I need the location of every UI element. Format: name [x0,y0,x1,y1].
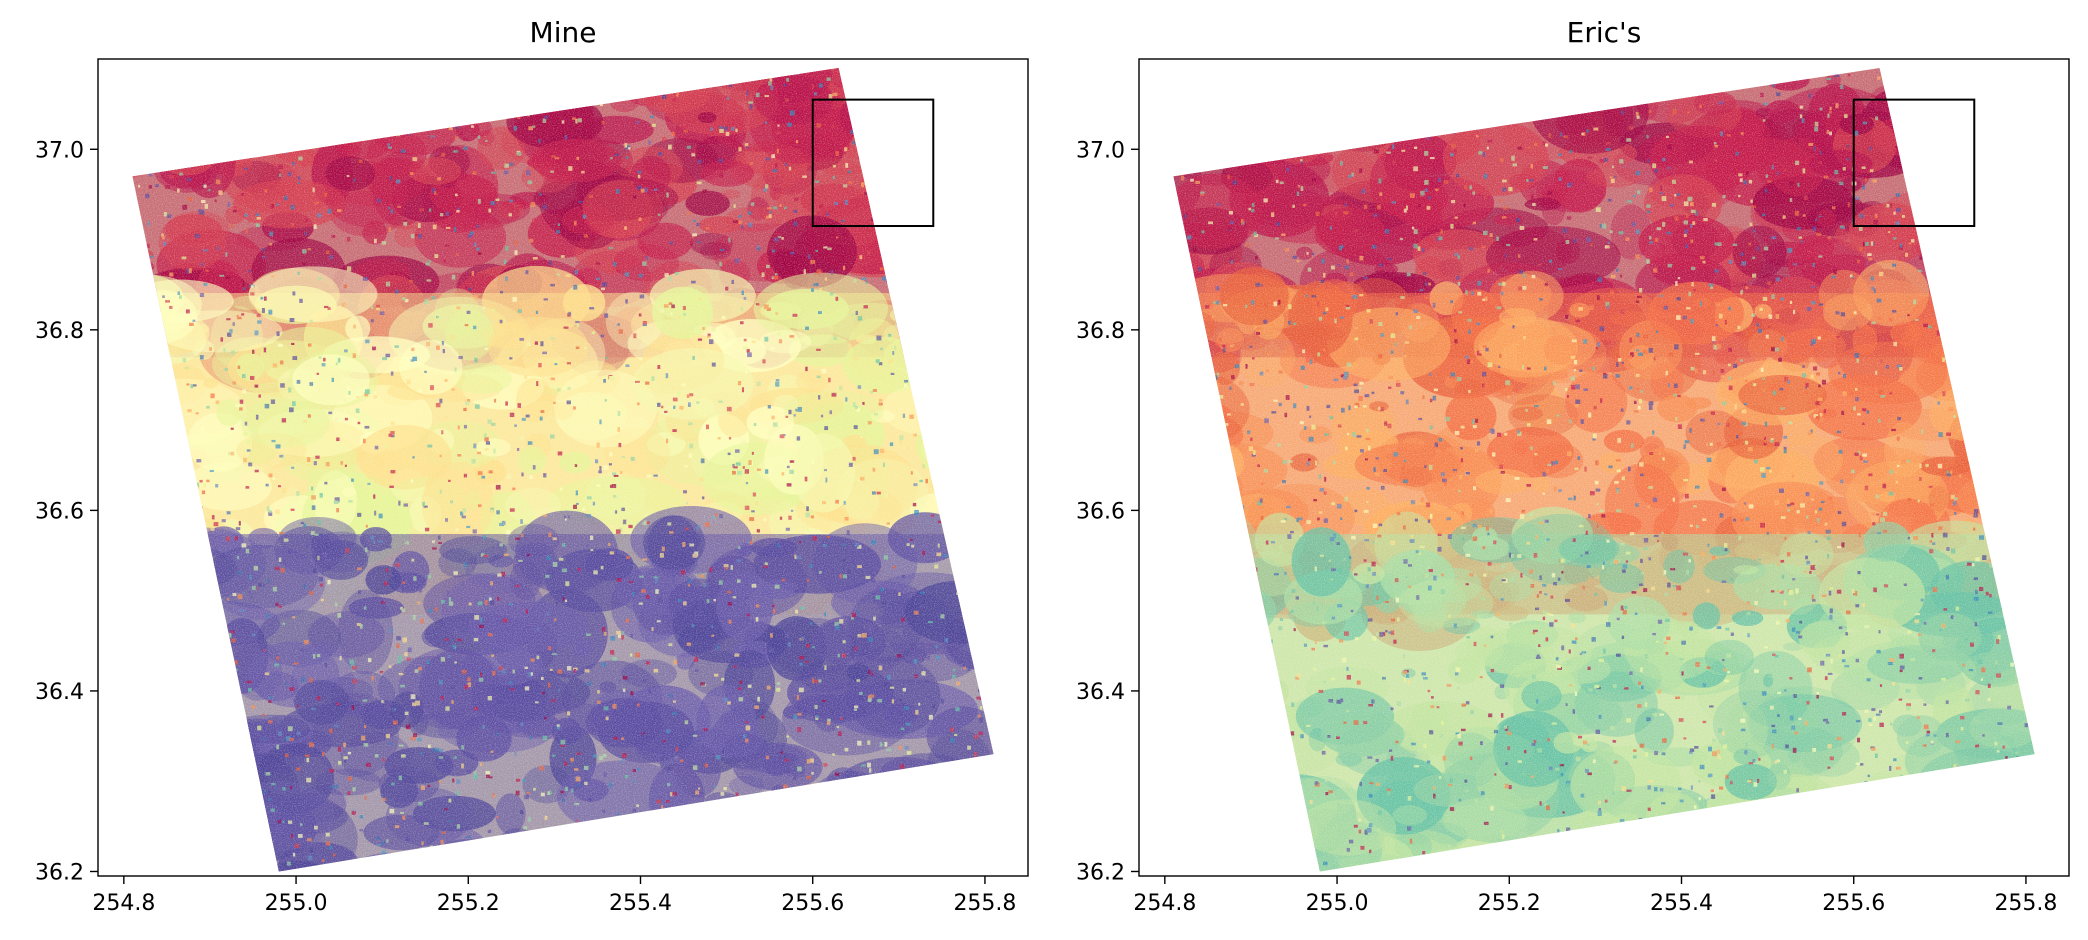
y-tick-label: 36.6 [35,499,84,524]
x-tick-label: 255.2 [437,891,500,916]
x-tick-label: 255.4 [609,891,672,916]
panel-title: Eric's [1567,16,1642,49]
x-tick-label: 255.0 [265,891,328,916]
x-tick-label: 254.8 [92,891,155,916]
highlight-box [1852,98,1976,228]
x-tick-label: 255.4 [1650,891,1713,916]
panel-erics: 254.8 255.0 255.2 255.4 255.6 255.8 36.2 36.4 36… [1076,16,2070,916]
axis-ticks: 254.8 255.0 255.2 255.4 255.6 255.8 36.2 36.4 36… [1076,138,2057,916]
panel-title: Mine [530,16,597,49]
panel-mine: 254.8 255.0 255.2 255.4 255.6 255.8 36.2 36.4 36… [35,16,1029,916]
x-tick-label: 254.8 [1133,891,1196,916]
displacement-map [1173,68,2035,872]
axes-frame [1138,58,2070,877]
x-tick-label: 255.2 [1478,891,1541,916]
x-tick-label: 255.0 [1306,891,1369,916]
axes-frame [97,58,1029,877]
x-tick-label: 255.6 [1822,891,1885,916]
y-tick-label: 37.0 [35,138,84,163]
x-tick-label: 255.8 [953,891,1016,916]
y-tick-label: 36.6 [1076,499,1125,524]
y-tick-label: 36.4 [35,680,84,705]
y-tick-label: 36.4 [1076,680,1125,705]
x-tick-label: 255.8 [1994,891,2057,916]
y-tick-label: 36.2 [35,860,84,885]
y-tick-label: 36.2 [1076,860,1125,885]
displacement-map [132,68,994,872]
highlight-box [811,98,935,228]
x-tick-label: 255.6 [781,891,844,916]
y-tick-label: 36.8 [35,319,84,344]
y-tick-label: 36.8 [1076,319,1125,344]
axis-ticks: 254.8 255.0 255.2 255.4 255.6 255.8 36.2 36.4 36… [35,138,1016,916]
y-tick-label: 37.0 [1076,138,1125,163]
